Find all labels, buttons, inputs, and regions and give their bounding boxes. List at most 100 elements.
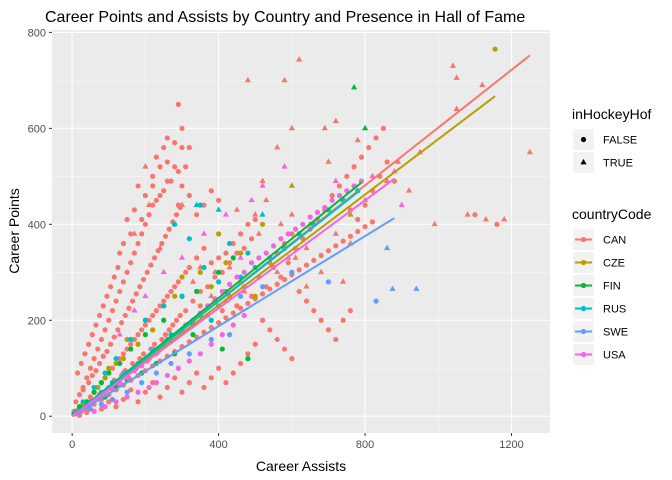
data-point xyxy=(332,117,339,124)
data-point xyxy=(234,303,240,309)
data-point xyxy=(464,211,471,217)
data-point xyxy=(366,144,372,151)
data-point xyxy=(216,197,222,203)
data-point xyxy=(259,182,266,188)
shape-legend: inHockeyHof FALSE TRUE xyxy=(572,106,651,173)
data-point xyxy=(288,124,295,131)
data-point xyxy=(322,204,328,211)
data-point xyxy=(281,163,288,169)
legend-point-icon xyxy=(580,259,587,266)
data-point xyxy=(80,399,86,405)
y-tick-label: 200 xyxy=(28,315,46,327)
x-tick-label: 1200 xyxy=(499,439,523,451)
data-point xyxy=(186,358,192,364)
data-point xyxy=(223,250,229,256)
data-point xyxy=(369,172,376,179)
data-point xyxy=(329,197,335,203)
data-point xyxy=(340,317,346,323)
data-point xyxy=(146,384,152,391)
data-point xyxy=(237,250,244,256)
data-point xyxy=(91,356,97,362)
data-point xyxy=(230,370,236,376)
data-point xyxy=(311,308,317,314)
data-point xyxy=(223,315,229,321)
legend-label: FALSE xyxy=(603,135,637,147)
data-point xyxy=(178,254,186,260)
data-point xyxy=(118,320,125,326)
data-point xyxy=(124,336,130,343)
data-point xyxy=(179,183,185,189)
legend-point-icon xyxy=(580,305,587,312)
data-point xyxy=(175,365,181,371)
data-point xyxy=(248,236,255,242)
data-point xyxy=(172,221,178,227)
data-point xyxy=(226,332,233,338)
data-point xyxy=(151,341,158,347)
data-point xyxy=(146,317,152,323)
data-point xyxy=(82,351,88,357)
data-point xyxy=(161,298,167,304)
data-point xyxy=(245,356,251,362)
data-point xyxy=(197,269,203,275)
legend-label: RUS xyxy=(603,304,626,316)
data-point xyxy=(394,158,402,164)
data-point xyxy=(155,248,161,254)
data-point xyxy=(179,274,185,280)
data-point xyxy=(193,201,200,207)
trend-line-usa xyxy=(71,177,395,418)
data-point xyxy=(135,399,141,405)
data-point xyxy=(248,196,255,203)
legend-label: CAN xyxy=(603,235,626,247)
data-point xyxy=(142,332,148,338)
data-point xyxy=(102,370,108,376)
data-point xyxy=(222,211,230,217)
data-point xyxy=(113,399,119,405)
data-point xyxy=(245,221,251,227)
data-point xyxy=(245,250,251,256)
data-point xyxy=(100,303,106,309)
data-point xyxy=(208,292,215,299)
data-point xyxy=(166,327,172,333)
data-point xyxy=(140,351,147,357)
x-axis: 0 400 800 1200 xyxy=(69,433,524,451)
data-point xyxy=(270,243,277,249)
data-point xyxy=(405,187,413,193)
data-point xyxy=(237,360,244,367)
data-point xyxy=(168,178,174,184)
color-legend-title: countryCode xyxy=(572,206,652,222)
data-point xyxy=(373,135,379,141)
data-point xyxy=(219,308,225,314)
data-point xyxy=(139,380,145,386)
data-point xyxy=(361,124,369,131)
data-point xyxy=(189,278,197,284)
data-point xyxy=(168,360,174,367)
data-point xyxy=(318,268,325,275)
data-point xyxy=(369,219,376,225)
data-point xyxy=(175,279,181,285)
data-point xyxy=(122,312,128,319)
data-point xyxy=(289,356,295,362)
data-point xyxy=(124,216,130,223)
y-tick-label: 800 xyxy=(28,27,46,39)
data-point xyxy=(183,308,189,314)
data-point xyxy=(161,317,167,323)
data-point xyxy=(93,368,99,374)
data-point xyxy=(194,288,200,295)
data-point xyxy=(226,240,233,247)
data-point xyxy=(190,332,196,338)
data-point xyxy=(146,212,152,218)
data-point xyxy=(241,245,247,251)
data-point xyxy=(109,308,116,314)
data-point xyxy=(336,192,343,199)
data-point xyxy=(135,240,141,247)
data-point xyxy=(303,298,310,304)
data-point xyxy=(84,409,90,415)
data-point xyxy=(350,84,358,90)
data-point xyxy=(84,375,90,381)
data-point xyxy=(194,255,200,261)
data-point xyxy=(245,351,251,357)
data-point xyxy=(205,284,211,290)
data-point xyxy=(340,238,346,244)
data-point xyxy=(124,389,130,395)
data-point xyxy=(281,346,288,352)
